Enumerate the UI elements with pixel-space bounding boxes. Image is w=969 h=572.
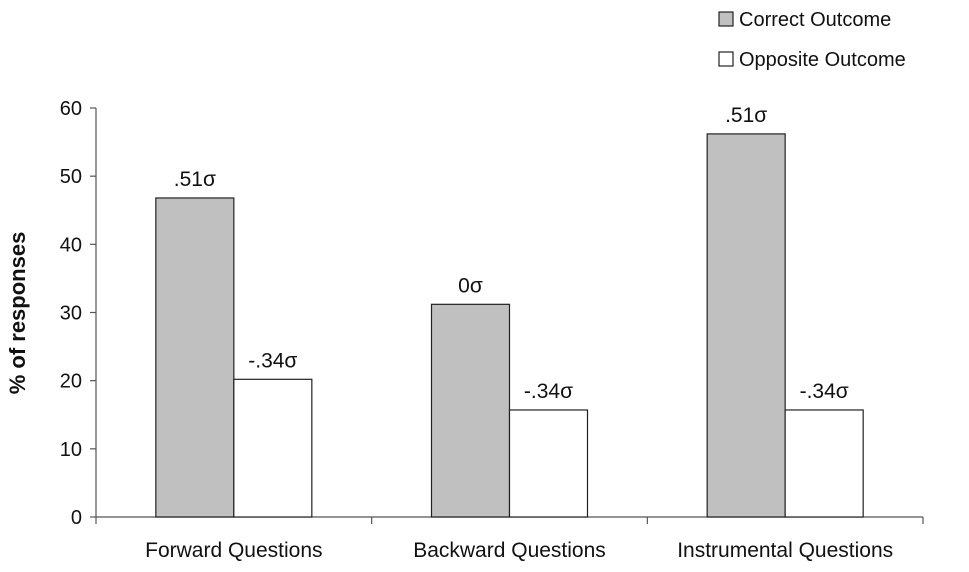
bar-opposite-outcome (508, 409, 589, 518)
y-tick-label: 30 (60, 303, 82, 325)
legend-swatch (718, 51, 734, 67)
bar-opposite-outcome (233, 378, 313, 518)
y-tick-label: 40 (60, 234, 82, 256)
legend: Correct Outcome Opposite Outcome (718, 9, 906, 71)
bar-data-label: -.34σ (800, 380, 849, 403)
data-labels: .51σ -.34σ 0σ -.34σ .51σ -.34σ (174, 104, 849, 403)
y-tick-label: 50 (60, 166, 82, 188)
bar-data-label: .51σ (725, 104, 767, 127)
y-axis-label: % of responses (5, 232, 30, 395)
bar-correct-outcome (430, 303, 511, 518)
y-tick-label: 60 (60, 98, 82, 120)
bar-data-label: -.34σ (524, 380, 573, 403)
bar-data-label: 0σ (458, 274, 483, 297)
x-category-label: Instrumental Questions (677, 539, 893, 562)
y-tick-label: 20 (60, 371, 82, 393)
legend-label: Correct Outcome (739, 9, 891, 31)
y-axis: 0 10 20 30 40 50 60 (60, 98, 97, 529)
x-category-label: Backward Questions (413, 539, 606, 562)
x-category-label: Forward Questions (145, 539, 322, 562)
y-tick-label: 0 (71, 507, 82, 529)
legend-label: Opposite Outcome (739, 49, 906, 71)
x-axis: Forward Questions Backward Questions Instr… (95, 516, 924, 562)
bar-correct-outcome (155, 197, 235, 518)
bars (155, 133, 864, 518)
y-tick-label: 10 (60, 439, 82, 461)
bar-data-label: .51σ (174, 168, 216, 191)
bar-data-label: -.34σ (248, 349, 297, 372)
legend-swatch (718, 11, 734, 27)
bar-correct-outcome (706, 133, 786, 518)
bar-opposite-outcome (784, 409, 864, 518)
